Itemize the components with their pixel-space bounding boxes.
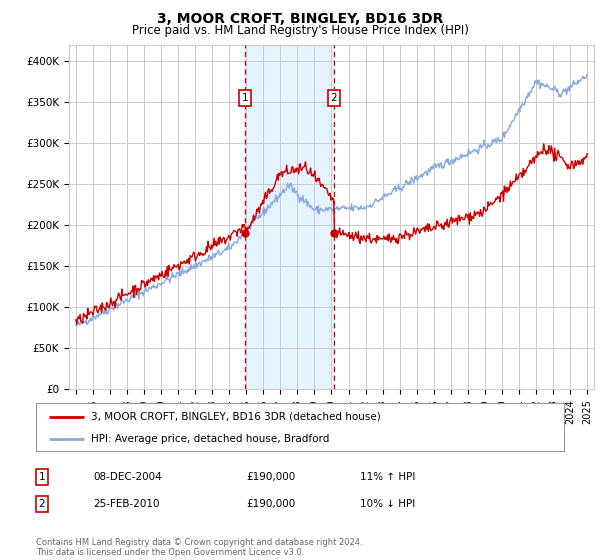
Bar	[245, 45, 334, 389]
Text: 11% ↑ HPI: 11% ↑ HPI	[360, 472, 415, 482]
Text: 1: 1	[38, 472, 46, 482]
Text: 3, MOOR CROFT, BINGLEY, BD16 3DR (detached house): 3, MOOR CROFT, BINGLEY, BD16 3DR (detach…	[91, 412, 381, 422]
Text: 2: 2	[38, 499, 46, 509]
Text: Price paid vs. HM Land Registry's House Price Index (HPI): Price paid vs. HM Land Registry's House …	[131, 24, 469, 37]
Text: £190,000: £190,000	[246, 472, 295, 482]
Text: 1: 1	[242, 93, 248, 103]
Text: HPI: Average price, detached house, Bradford: HPI: Average price, detached house, Brad…	[91, 434, 330, 444]
Text: 08-DEC-2004: 08-DEC-2004	[93, 472, 162, 482]
Text: 3, MOOR CROFT, BINGLEY, BD16 3DR: 3, MOOR CROFT, BINGLEY, BD16 3DR	[157, 12, 443, 26]
Text: 10% ↓ HPI: 10% ↓ HPI	[360, 499, 415, 509]
Text: £190,000: £190,000	[246, 499, 295, 509]
Text: 2: 2	[331, 93, 337, 103]
Text: Contains HM Land Registry data © Crown copyright and database right 2024.
This d: Contains HM Land Registry data © Crown c…	[36, 538, 362, 557]
Text: 25-FEB-2010: 25-FEB-2010	[93, 499, 160, 509]
